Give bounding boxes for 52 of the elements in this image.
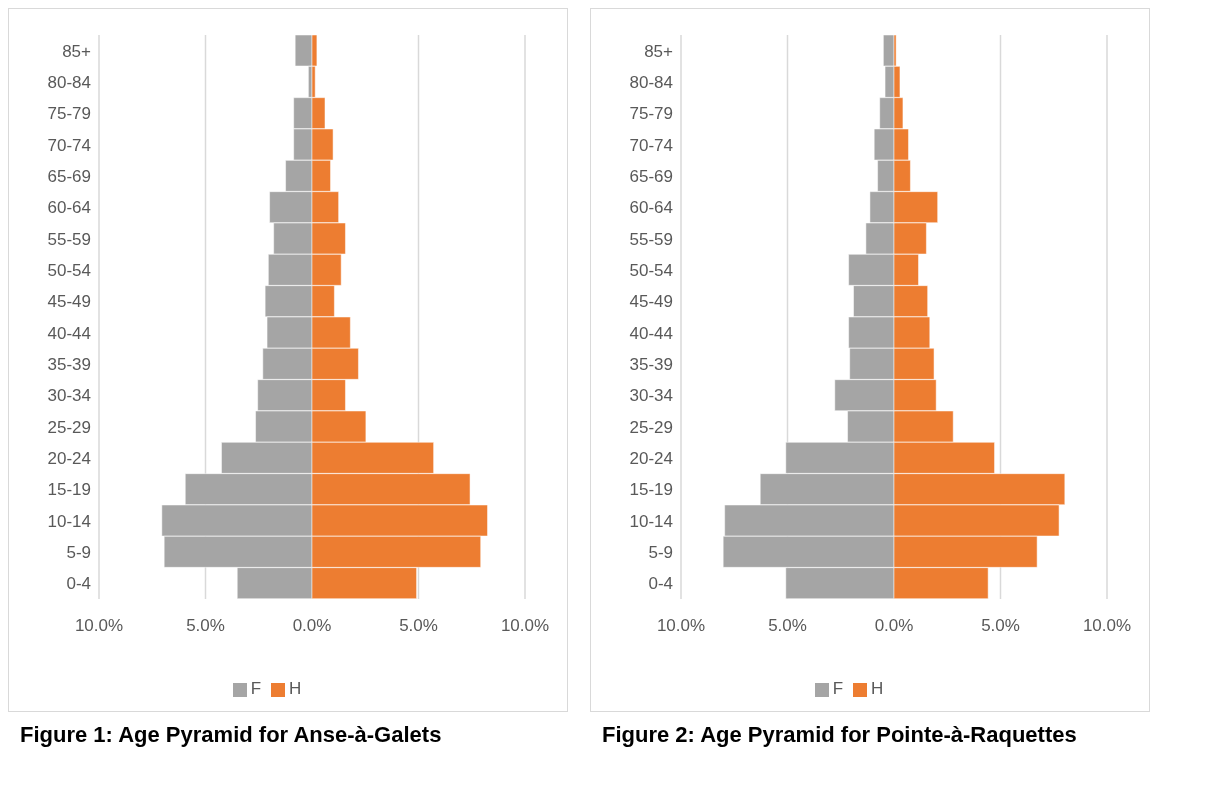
y-tick-label: 15-19 bbox=[629, 480, 673, 500]
y-tick-label: 25-29 bbox=[629, 417, 673, 437]
y-tick-label: 10-14 bbox=[629, 511, 673, 531]
y-tick-label: 30-34 bbox=[629, 386, 673, 406]
x-tick-label: 10.0% bbox=[500, 616, 550, 636]
y-tick-label: 55-59 bbox=[629, 229, 673, 249]
y-tick-label: 5-9 bbox=[648, 543, 673, 563]
x-tick-label: 10.0% bbox=[74, 616, 124, 636]
y-tick-label: 80-84 bbox=[47, 73, 91, 93]
x-tick-label: 5.0% bbox=[399, 616, 438, 636]
x-tick-label: 5.0% bbox=[768, 616, 807, 636]
y-tick-label: 55-59 bbox=[47, 229, 91, 249]
x-tick-label: 5.0% bbox=[981, 616, 1020, 636]
y-tick-label: 75-79 bbox=[47, 104, 91, 124]
x-tick-label: 0.0% bbox=[292, 616, 332, 636]
y-tick-label: 85+ bbox=[62, 41, 92, 61]
y-tick-label: 45-49 bbox=[629, 292, 673, 312]
x-tick-label: 0.0% bbox=[874, 616, 914, 636]
y-tick-label: 20-24 bbox=[47, 449, 91, 469]
text: Figure 1: Age Pyramid for Anse-à-Galets bbox=[19, 721, 443, 749]
y-tick-label: 30-34 bbox=[47, 386, 91, 406]
x-tick-label: 10.0% bbox=[1082, 616, 1132, 636]
y-tick-label: 60-64 bbox=[629, 198, 673, 218]
x-tick-label: 5.0% bbox=[186, 616, 225, 636]
y-tick-label: 50-54 bbox=[47, 261, 91, 281]
y-tick-label: 10-14 bbox=[47, 511, 91, 531]
y-tick-label: 65-69 bbox=[47, 167, 91, 187]
y-tick-label: 60-64 bbox=[47, 198, 91, 218]
y-tick-label: 0-4 bbox=[66, 574, 91, 594]
legend-label: H bbox=[871, 679, 884, 698]
y-tick-label: 75-79 bbox=[629, 104, 673, 124]
y-tick-label: 35-39 bbox=[629, 355, 673, 375]
y-tick-label: 40-44 bbox=[629, 323, 673, 343]
legend-label: F bbox=[832, 679, 844, 698]
y-tick-label: 80-84 bbox=[629, 73, 673, 93]
y-tick-label: 70-74 bbox=[629, 135, 673, 155]
legend-label: F bbox=[250, 679, 262, 698]
y-tick-label: 45-49 bbox=[47, 292, 91, 312]
y-tick-label: 35-39 bbox=[47, 355, 91, 375]
y-tick-label: 0-4 bbox=[648, 574, 673, 594]
y-tick-label: 70-74 bbox=[47, 135, 91, 155]
y-tick-label: 25-29 bbox=[47, 417, 91, 437]
y-tick-label: 40-44 bbox=[47, 323, 91, 343]
text: Figure 2: Age Pyramid for Pointe-à-Raquettes bbox=[601, 721, 1078, 749]
y-tick-label: 85+ bbox=[644, 41, 674, 61]
legend-label: H bbox=[289, 679, 302, 698]
y-tick-label: 50-54 bbox=[629, 261, 673, 281]
y-tick-label: 15-19 bbox=[47, 480, 91, 500]
y-tick-label: 65-69 bbox=[629, 167, 673, 187]
x-tick-label: 10.0% bbox=[656, 616, 706, 636]
y-tick-label: 20-24 bbox=[629, 449, 673, 469]
y-tick-label: 5-9 bbox=[66, 543, 91, 563]
